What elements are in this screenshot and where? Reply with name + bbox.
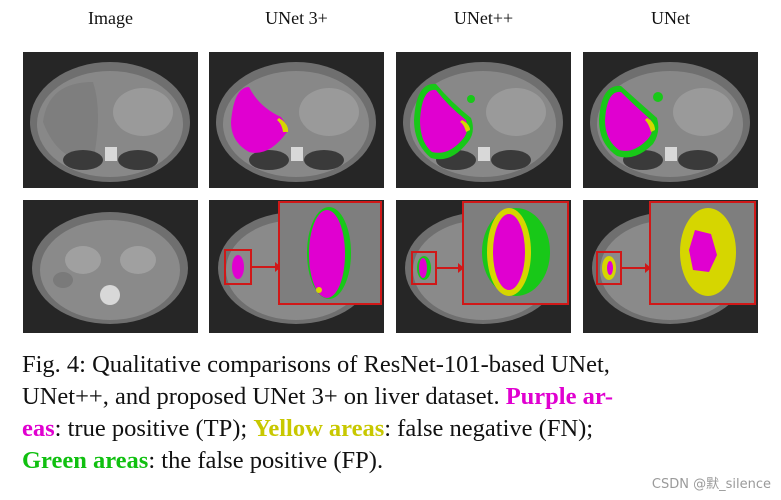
- ct-image-row1-unet: [583, 52, 758, 188]
- caption-line-4: Green areas: the false positive (FP).: [22, 445, 764, 477]
- ct-image-row2-unetplusplus: [396, 200, 571, 333]
- column-title-unet: UNet: [651, 8, 690, 28]
- ct-image-row2-unet3plus: [209, 200, 384, 333]
- column-title-unetplusplus: UNet++: [453, 8, 514, 28]
- column-title-image: Image: [88, 8, 133, 28]
- legend-purple-label: Purple ar-: [505, 383, 613, 410]
- caption-line-2-text: UNet++, and proposed UNet 3+ on liver da…: [22, 383, 506, 410]
- ct-image-row1-input: [23, 52, 198, 188]
- caption-fn-text: : false negative (FN);: [384, 415, 594, 442]
- watermark: CSDN @默_silence: [651, 477, 771, 492]
- caption-line-2: UNet++, and proposed UNet 3+ on liver da…: [22, 381, 764, 413]
- figure-caption: Fig. 4: Qualitative comparisons of ResNe…: [22, 349, 764, 477]
- column-title-unet3plus: UNet 3+: [265, 8, 328, 28]
- caption-line-3: eas: true positive (TP); Yellow areas: f…: [22, 413, 764, 445]
- legend-yellow-label: Yellow areas: [253, 415, 385, 442]
- caption-tp-text: : true positive (TP);: [54, 415, 254, 442]
- ct-image-row1-unet3plus: [209, 52, 384, 188]
- caption-fp-text: : the false positive (FP).: [148, 447, 384, 474]
- legend-green-label: Green areas: [22, 447, 149, 474]
- ct-image-row1-unetplusplus: [396, 52, 571, 188]
- ct-image-row2-input: [23, 200, 198, 333]
- legend-purple-label-cont: eas: [22, 415, 55, 442]
- caption-line-1: Fig. 4: Qualitative comparisons of ResNe…: [22, 351, 610, 378]
- ct-image-row2-unet: [583, 200, 758, 333]
